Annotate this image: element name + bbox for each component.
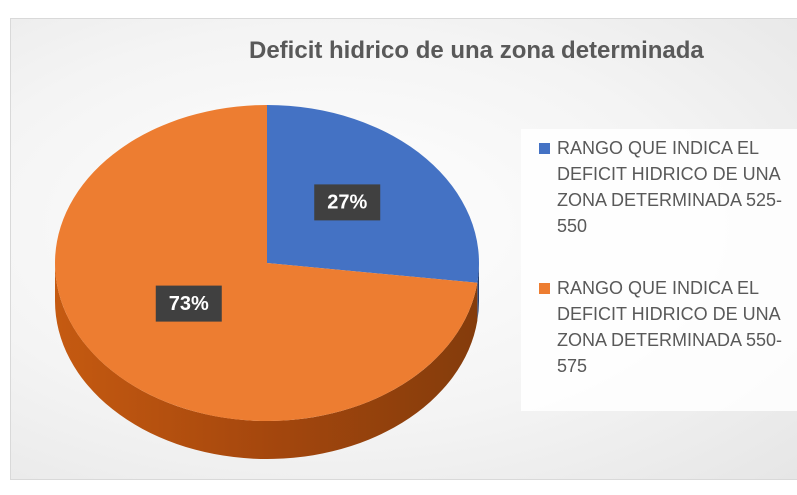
data-label-box [314,184,381,221]
legend-item: RANGO QUE INDICA EL DEFICIT HIDRICO DE U… [539,135,789,239]
legend-label: RANGO QUE INDICA EL DEFICIT HIDRICO DE U… [557,138,783,236]
data-label: 27% [314,184,381,221]
data-label-box [155,285,222,322]
legend-swatch [539,143,550,154]
chart-title: Deficit hidrico de una zona determinada [249,37,704,64]
pie-chart: 27% 73% [54,105,479,460]
chart-area: 27% 73% Deficit hidrico de una zona deter… [10,18,797,480]
pie-slice [54,105,478,421]
legend-item: RANGO QUE INDICA EL DEFICIT HIDRICO DE U… [539,275,789,379]
legend-swatch [539,283,550,294]
data-label-text: 27% [327,192,367,214]
legend-label: RANGO QUE INDICA EL DEFICIT HIDRICO DE U… [557,278,783,376]
pie-side [55,263,478,460]
legend: RANGO QUE INDICA EL DEFICIT HIDRICO DE U… [521,129,797,411]
data-label: 73% [155,285,222,322]
data-label-text: 73% [169,293,209,315]
pie-side [477,263,479,321]
